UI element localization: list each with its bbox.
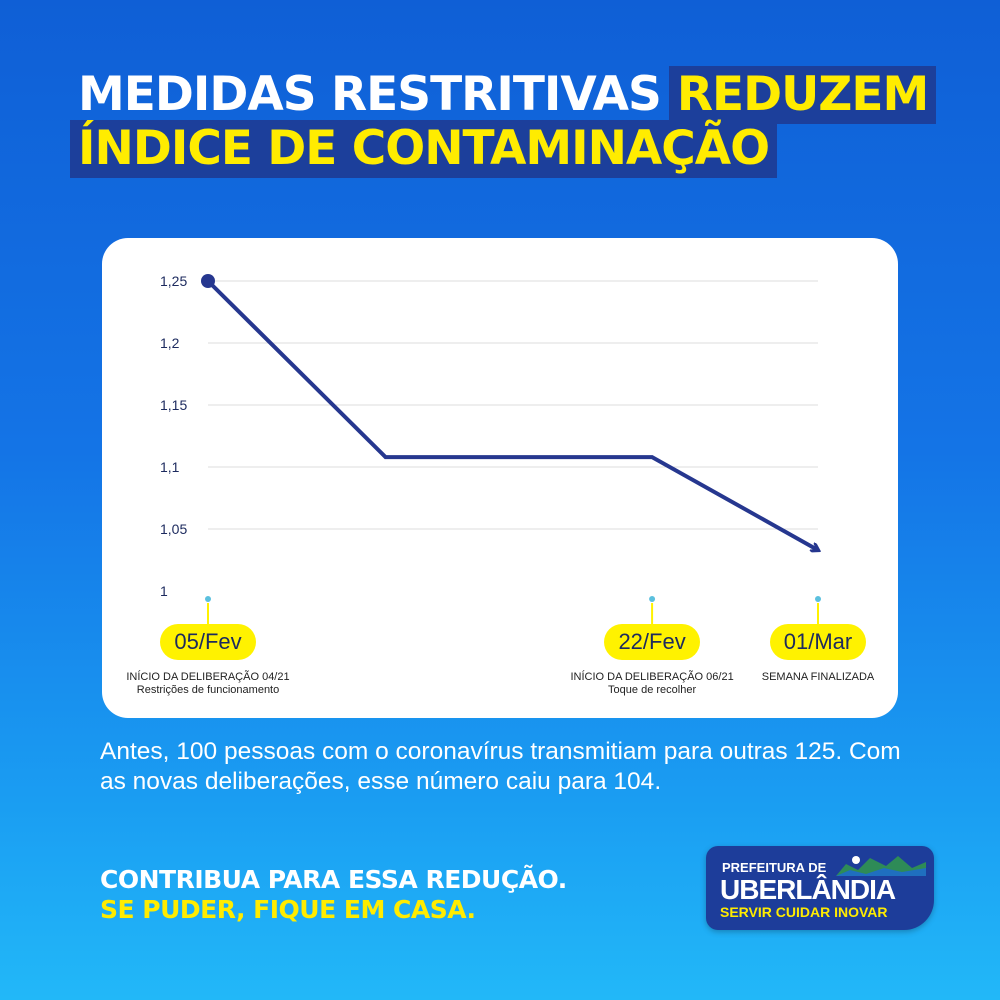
chart-card: 1,25 1,2 1,15 1,1 1,05 1 05/Fev INÍCIO DA DELI… (102, 238, 898, 718)
axis-marker-dot (205, 596, 211, 602)
title-line-1: MEDIDAS RESTRITIVAS REDUZEM (70, 66, 937, 124)
series-line (206, 279, 818, 550)
caption-line: INÍCIO DA DELIBERAÇÃO 06/21 (570, 671, 734, 683)
prefeitura-logo: PREFEITURA DE UBERLÂNDIA SERVIR CUIDAR I… (706, 846, 934, 930)
cta-line-1: CONTRIBUA PARA ESSA REDUÇÃO. (100, 865, 567, 894)
date-pill: 01/Mar (770, 624, 866, 660)
date-pill: 05/Fev (160, 624, 256, 660)
y-tick-label: 1,25 (160, 273, 187, 289)
y-tick-label: 1 (160, 583, 168, 599)
caption-line: Restrições de funcionamento (136, 684, 280, 696)
date-caption: INÍCIO DA DELIBERAÇÃO 04/21 Restrições de… (108, 671, 308, 697)
logo-prefix: PREFEITURA DE (722, 860, 827, 875)
logo-city: UBERLÂNDIA (720, 874, 896, 905)
y-tick-label: 1,15 (160, 397, 187, 413)
cta-line-2: SE PUDER, FIQUE EM CASA. (100, 895, 476, 924)
axis-marker-dot (649, 596, 656, 602)
title-highlight-2: ÍNDICE DE CONTAMINAÇÃO (70, 120, 778, 178)
date-caption: SEMANA FINALIZADA (718, 671, 918, 684)
logo-slogan: SERVIR CUIDAR INOVAR (720, 904, 888, 920)
start-point (201, 274, 215, 288)
y-tick-label: 1,2 (160, 335, 180, 351)
date-pill: 22/Fev (604, 624, 701, 660)
axis-marker-dot (815, 596, 821, 602)
line-chart: 1,25 1,2 1,15 1,1 1,05 1 (160, 273, 898, 630)
title-white: MEDIDAS RESTRITIVAS (78, 67, 662, 122)
caption-line: Toque de recolher (608, 684, 697, 696)
title-line-2: ÍNDICE DE CONTAMINAÇÃO (70, 120, 778, 178)
body-text: Antes, 100 pessoas com o coronavírus tra… (100, 738, 901, 795)
y-tick-label: 1,05 (160, 521, 187, 537)
y-tick-label: 1,1 (160, 459, 180, 475)
skyline-icon (836, 856, 926, 876)
caption-line: SEMANA FINALIZADA (761, 671, 875, 683)
caption-line: INÍCIO DA DELIBERAÇÃO 04/21 (126, 671, 290, 683)
title-highlight-1: REDUZEM (668, 66, 937, 124)
date-caption: INÍCIO DA DELIBERAÇÃO 06/21 Toque de reco… (552, 671, 752, 697)
